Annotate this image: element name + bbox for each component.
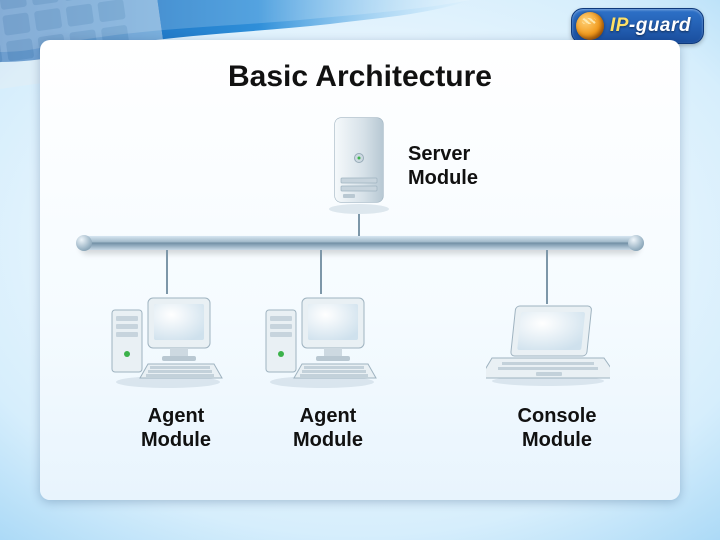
- connector-line: [358, 214, 360, 236]
- network-bus: [80, 236, 640, 250]
- connector-line: [320, 250, 322, 294]
- server-label: ServerModule: [408, 142, 518, 190]
- brand-prefix: IP: [610, 15, 629, 36]
- console-label: ConsoleModule: [502, 404, 612, 452]
- connector-line: [546, 250, 548, 304]
- desktop-icon: [108, 292, 226, 388]
- brand-text: IP-guard: [610, 15, 691, 37]
- brand-orb-icon: [576, 12, 604, 40]
- agent1-label: AgentModule: [126, 404, 226, 452]
- content-frame: Basic Architecture ServerModule: [40, 40, 680, 500]
- desktop-icon: [262, 292, 380, 388]
- page-title: Basic Architecture: [70, 60, 650, 94]
- brand-logo: IP-guard: [571, 8, 704, 44]
- brand-suffix: -guard: [629, 15, 691, 36]
- architecture-diagram: ServerModule: [70, 112, 650, 452]
- laptop-icon: [486, 304, 610, 386]
- connector-line: [166, 250, 168, 294]
- server-icon: [325, 114, 393, 214]
- agent2-label: AgentModule: [278, 404, 378, 452]
